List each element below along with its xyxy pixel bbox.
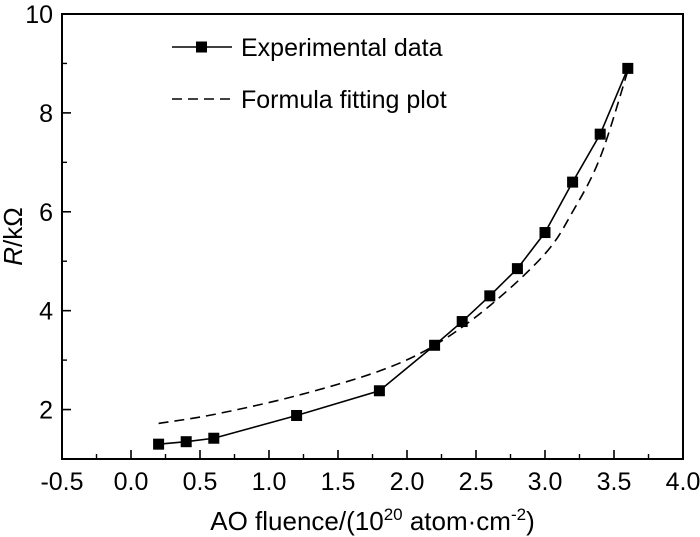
y-tick-label: 2 xyxy=(39,397,53,425)
experimental-point xyxy=(594,128,606,140)
experimental-point xyxy=(180,436,192,448)
legend-label-experimental: Experimental data xyxy=(241,34,443,62)
experimental-point xyxy=(539,227,551,239)
x-tick-label: 2.0 xyxy=(390,468,425,496)
series-fitting-line xyxy=(158,70,629,425)
y-axis-label: R/kΩ xyxy=(0,207,28,265)
x-tick-label: 4.0 xyxy=(666,468,700,496)
experimental-point xyxy=(456,316,468,328)
plot-area: -0.5 0.0 0.5 1.0 1.5 2.0 2.5 3.0 3.5 4.0 2 4 6 8 10 xyxy=(25,1,700,496)
legend-entry-fitting: Formula fitting plot xyxy=(172,86,447,114)
y-axis-ticks: 2 4 6 8 10 xyxy=(25,1,71,460)
y-tick-label: 4 xyxy=(39,298,53,326)
y-tick-label: 8 xyxy=(39,100,53,128)
x-tick-label: 1.5 xyxy=(321,468,356,496)
legend-label-fitting: Formula fitting plot xyxy=(241,86,447,114)
experimental-point xyxy=(567,176,579,188)
experimental-point xyxy=(373,385,385,397)
x-tick-label: -0.5 xyxy=(40,468,83,496)
experimental-point xyxy=(622,62,634,74)
x-tick-label: 1.0 xyxy=(252,468,287,496)
x-tick-label: 3.0 xyxy=(528,468,563,496)
experimental-point xyxy=(429,339,441,351)
x-tick-label: 0.0 xyxy=(114,468,149,496)
series-layer xyxy=(153,62,634,450)
experimental-point xyxy=(484,290,496,302)
y-tick-label: 6 xyxy=(39,199,53,227)
legend-entry-experimental: Experimental data xyxy=(172,34,443,62)
legend-marker-experimental xyxy=(196,41,207,53)
y-tick-label: 10 xyxy=(25,1,53,29)
experimental-point xyxy=(208,432,220,444)
x-tick-label: 3.5 xyxy=(597,468,632,496)
x-tick-label: 0.5 xyxy=(183,468,218,496)
experimental-point xyxy=(153,438,165,450)
x-tick-label: 2.5 xyxy=(459,468,494,496)
experimental-point xyxy=(291,409,303,421)
series-experimental-line xyxy=(158,68,629,445)
x-axis-ticks: -0.5 0.0 0.5 1.0 1.5 2.0 2.5 3.0 3.5 4.0 xyxy=(40,450,700,496)
legend: Experimental data Formula fitting plot xyxy=(172,34,447,114)
x-axis-label: AO fluence/(1020 atom·cm-2) xyxy=(210,505,535,536)
experimental-point xyxy=(511,263,523,275)
